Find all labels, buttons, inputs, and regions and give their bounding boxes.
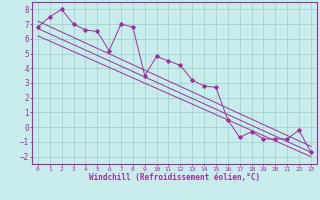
X-axis label: Windchill (Refroidissement éolien,°C): Windchill (Refroidissement éolien,°C) — [89, 173, 260, 182]
